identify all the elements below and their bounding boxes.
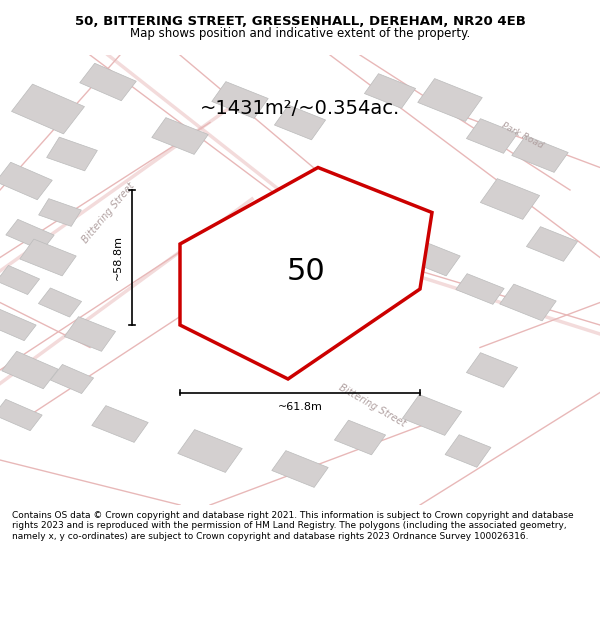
Polygon shape <box>445 435 491 468</box>
Text: ~61.8m: ~61.8m <box>278 401 322 411</box>
Polygon shape <box>466 352 518 388</box>
Text: Contains OS data © Crown copyright and database right 2021. This information is : Contains OS data © Crown copyright and d… <box>12 511 574 541</box>
Polygon shape <box>50 364 94 394</box>
Polygon shape <box>0 309 36 341</box>
Text: Bittering Street: Bittering Street <box>337 382 407 429</box>
Polygon shape <box>0 399 42 431</box>
Polygon shape <box>2 351 58 389</box>
Polygon shape <box>178 429 242 472</box>
Text: ~1431m²/~0.354ac.: ~1431m²/~0.354ac. <box>200 99 400 119</box>
Text: 50, BITTERING STREET, GRESSENHALL, DEREHAM, NR20 4EB: 50, BITTERING STREET, GRESSENHALL, DEREH… <box>74 16 526 28</box>
Text: 50: 50 <box>287 256 325 286</box>
Polygon shape <box>0 266 40 294</box>
Text: Map shows position and indicative extent of the property.: Map shows position and indicative extent… <box>130 27 470 39</box>
Polygon shape <box>64 317 116 351</box>
Polygon shape <box>80 63 136 101</box>
Polygon shape <box>47 137 97 171</box>
Text: ~58.8m: ~58.8m <box>113 235 123 280</box>
Polygon shape <box>212 82 268 118</box>
Polygon shape <box>38 288 82 317</box>
Polygon shape <box>418 79 482 121</box>
Polygon shape <box>500 284 556 321</box>
Polygon shape <box>20 239 76 276</box>
Polygon shape <box>0 162 52 200</box>
Polygon shape <box>38 199 82 226</box>
Polygon shape <box>152 118 208 154</box>
Polygon shape <box>456 274 504 304</box>
Polygon shape <box>466 119 518 153</box>
Polygon shape <box>6 219 54 251</box>
Polygon shape <box>481 179 539 219</box>
Polygon shape <box>364 74 416 108</box>
Polygon shape <box>526 227 578 261</box>
Polygon shape <box>334 420 386 455</box>
Polygon shape <box>404 239 460 276</box>
Text: Bittering Street: Bittering Street <box>80 181 136 244</box>
Polygon shape <box>180 168 432 379</box>
Polygon shape <box>272 451 328 488</box>
Polygon shape <box>92 406 148 442</box>
Polygon shape <box>274 105 326 140</box>
Polygon shape <box>11 84 85 134</box>
Polygon shape <box>512 136 568 172</box>
Text: Park Road: Park Road <box>500 121 544 151</box>
Polygon shape <box>403 394 461 436</box>
